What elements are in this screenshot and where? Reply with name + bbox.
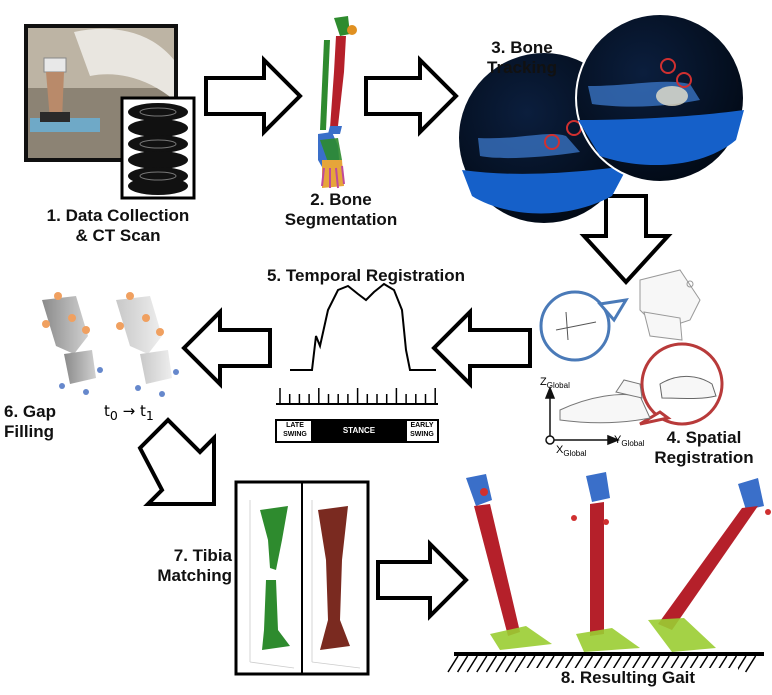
step-2-label: 2. Bone Segmentation [256,190,426,230]
ground-hatch [485,655,498,673]
z-axis-sub: Global [546,381,570,391]
step-7-line1: 7. Tibia [173,546,232,565]
phase-late-swing: Late Swing [278,421,312,439]
phase-early-line2: Swing [410,431,434,438]
step-5-label: 5. Temporal Registration [226,266,506,286]
z-axis-symbol: Z [540,376,547,388]
step-6-line1: 6. Gap [4,402,56,421]
t1-symbol: t [139,402,146,420]
phase-late-line1: Late [286,422,304,429]
z-axis-label: ZGlobal [540,376,570,390]
t1-subscript: 1 [145,408,154,423]
step-1-line1: 1. Data Collection [46,206,190,225]
arrows [137,55,673,621]
fluoroscopy-views [459,13,745,223]
ct-scan-stack [120,96,196,200]
ground-hatch [504,655,517,673]
step-4-label: 4. Spatial Registration [640,428,768,468]
tibia-matching-panel [234,480,370,676]
arrow-2-to-3 [364,55,459,137]
x-axis-label: XGlobal [556,444,586,458]
step-8-label: 8. Resulting Gait [518,668,738,688]
y-axis-symbol: Y [614,434,622,446]
ground-hatch [466,655,478,673]
time-ticks [279,388,436,404]
phase-stance: Stance [312,426,406,436]
step-8-line1: 8. Resulting Gait [560,668,696,687]
gait-curve [290,282,436,371]
segmented-leg [318,16,357,189]
step-5-line1: 5. Temporal Registration [266,266,466,285]
spatial-registration-figure [539,269,724,446]
ground-hatch [514,655,526,673]
step-1-label: 1. Data Collection & CT Scan [20,206,216,246]
gap-filling-figure [42,292,179,397]
arrow-1-to-2 [204,55,303,137]
resulting-gait-figure [447,472,771,673]
step-2-line2: Segmentation [284,210,398,229]
ground-hatch [744,655,757,673]
y-axis-label: YGlobal [614,434,644,448]
time-transition-label: t0 → t1 [104,402,154,423]
data-collection-photo [24,24,178,162]
step-3-line2: Tracking [487,58,557,77]
x-axis-sub: Global [563,449,587,459]
step-6-label: 6. Gap Filling [4,402,76,442]
t0-subscript: 0 [109,408,118,423]
phase-late-line2: Swing [283,431,307,438]
t0-symbol: t [104,402,110,420]
step-6-line2: Filling [4,422,55,441]
x-axis-symbol: X [556,444,564,456]
arrow-5-to-6 [181,307,272,389]
arrow-7-to-8 [376,539,469,621]
step-4-line1: 4. Spatial [666,428,742,447]
arrow-4-to-5 [431,307,532,389]
time-arrow: → [122,402,136,420]
ground-hatch [456,655,469,673]
ground-hatch [447,655,459,673]
step-1-line2: & CT Scan [75,226,161,245]
arrow-3-to-4 [579,194,673,285]
phase-early-line1: Early [410,422,434,429]
step-3-label: 3. Bone Tracking [474,38,570,78]
ground-hatch [476,655,488,673]
phase-stance-text: Stance [342,426,376,435]
temporal-registration-plot [275,282,439,443]
phase-early-swing: Early Swing [406,421,438,439]
step-4-line2: Registration [654,448,754,467]
y-axis-sub: Global [621,439,645,449]
step-7-line2: Matching [157,566,232,585]
arrow-6-to-7 [137,417,216,506]
step-7-label: 7. Tibia Matching [140,546,232,586]
ground-hatch [495,655,507,673]
step-3-line1: 3. Bone [491,38,553,57]
step-2-line1: 2. Bone [310,190,372,209]
